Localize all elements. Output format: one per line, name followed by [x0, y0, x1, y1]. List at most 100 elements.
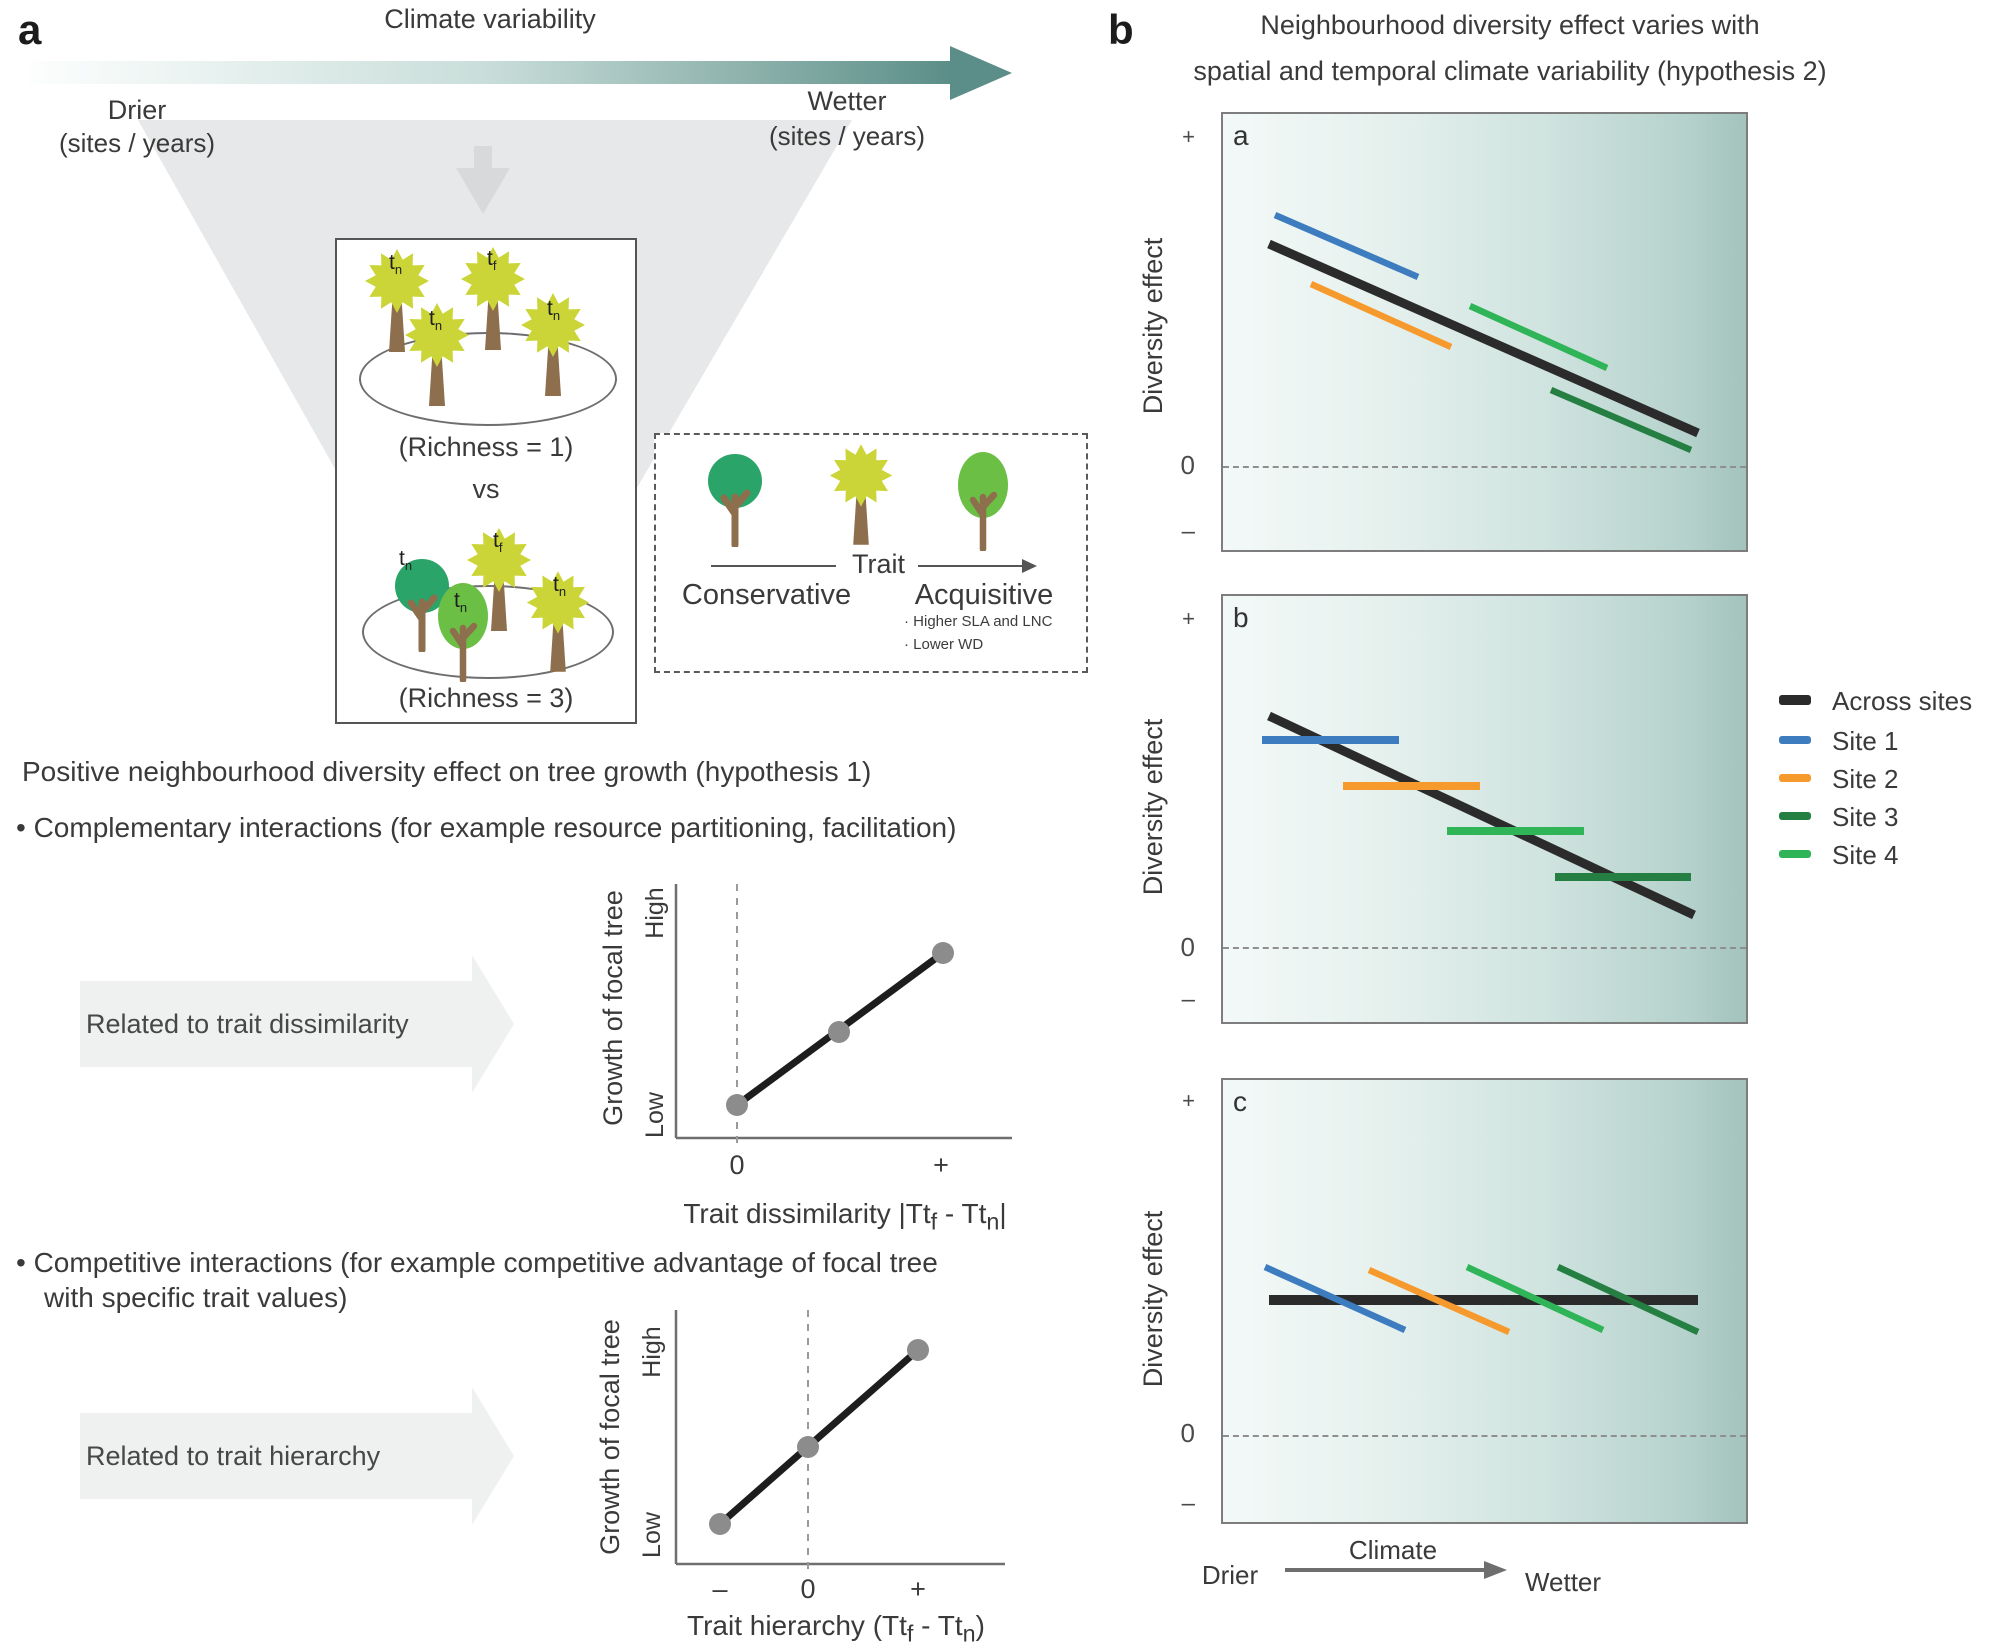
- subplot-b-tick-0: 0: [1180, 932, 1195, 962]
- tree-acquisitive-icon: tf: [459, 524, 539, 634]
- dissimilarity-xlabel: Trait dissimilarity |Ttf - Ttn|: [683, 1198, 1007, 1235]
- dissimilarity-yhigh: High: [640, 887, 669, 939]
- acquisitive-note-2: · Lower WD: [904, 636, 984, 653]
- versus-label: vs: [472, 474, 500, 504]
- richness1-caption: (Richness = 1): [398, 432, 574, 462]
- hierarchy-plot: [674, 1310, 1005, 1572]
- legend-label-site4: Site 4: [1832, 840, 1899, 870]
- subplot-b-lines: [1262, 711, 1696, 920]
- trait-axis-arrowhead-icon: [1022, 559, 1037, 573]
- subplot-c-lines: [1263, 1264, 1700, 1335]
- wetter-label: Wetter: [807, 86, 887, 116]
- panel-b-title-line2: spatial and temporal climate variability…: [1193, 56, 1827, 86]
- trait-axis-line-right: [918, 565, 1024, 567]
- subplot-a-ylabel: Diversity effect: [1137, 237, 1168, 415]
- bullet-competitive-line2: with specific trait values): [44, 1282, 348, 1313]
- tree-acquisitive-icon: tn: [397, 300, 477, 408]
- climate-gradient-bar: [28, 61, 953, 84]
- tree-conservative-icon: [704, 451, 766, 547]
- dissimilarity-tick-plus: +: [933, 1150, 949, 1180]
- tree-label: tn: [429, 307, 443, 334]
- zero-line: [1223, 466, 1746, 468]
- tree-label: tn: [547, 297, 561, 324]
- plot-ellipse-richness3: [362, 585, 614, 679]
- hierarchy-tick-minus: –: [712, 1574, 728, 1604]
- dissimilarity-plot: [674, 884, 1012, 1148]
- subplot-a-tick-plus: +: [1182, 124, 1195, 149]
- dissimilarity-ylow: Low: [640, 1092, 669, 1138]
- tree-acquisitive-icon: tf: [453, 242, 533, 354]
- tree-intermediate-icon: tn: [430, 580, 496, 682]
- subplot-b-tick-plus: +: [1182, 606, 1195, 631]
- tree-acquisitive-icon: tn: [513, 290, 593, 398]
- drier-sublabel: (sites / years): [58, 128, 216, 158]
- climate-axis-arrowhead-icon: [1484, 1561, 1507, 1579]
- acquisitive-label: Acquisitive: [914, 579, 1054, 611]
- subplot-c-tick-plus: +: [1182, 1088, 1195, 1113]
- trait-axis-label: Trait: [852, 549, 905, 579]
- subplot-c-tick-0: 0: [1180, 1418, 1195, 1448]
- hypothesis1-text: Positive neighbourhood diversity effect …: [22, 756, 872, 787]
- subplot-a-tick-0: 0: [1180, 450, 1195, 480]
- trait-box: Trait Conservative Acquisitive · Higher …: [654, 433, 1088, 673]
- dissimilarity-tick-0: 0: [729, 1150, 745, 1180]
- richness-box: tn tn tf tn (Richness = 1) vs tn tf tn: [335, 238, 637, 724]
- tree-acquisitive-icon: [822, 441, 900, 547]
- drier-label: Drier: [107, 95, 167, 125]
- subplot-a-tick-minus: –: [1181, 518, 1195, 545]
- hierarchy-tick-plus: +: [910, 1574, 926, 1604]
- subplot-a: a: [1221, 112, 1748, 552]
- hierarchy-tick-0: 0: [800, 1574, 816, 1604]
- legend-label-site2: Site 2: [1832, 764, 1899, 794]
- richness3-caption: (Richness = 3): [398, 683, 574, 713]
- legend-label-site1: Site 1: [1832, 726, 1899, 756]
- subplot-c-ylabel: Diversity effect: [1137, 1210, 1168, 1388]
- panel-a-label: a: [18, 6, 42, 53]
- climate-gradient-arrowhead-icon: [950, 46, 1012, 100]
- climate-drier-label: Drier: [1201, 1560, 1259, 1590]
- tree-label: tf: [487, 247, 497, 274]
- tree-label: tn: [553, 573, 567, 600]
- subplot-b-corner-label: b: [1233, 602, 1249, 633]
- subplot-a-lines: [1267, 212, 1700, 453]
- legend-swatch-site4: [1779, 850, 1811, 858]
- bullet-competitive-line1: • Competitive interactions (for example …: [16, 1247, 938, 1278]
- tree-intermediate-icon: [950, 449, 1016, 551]
- tree-conservative-icon: tn: [391, 548, 453, 652]
- legend-swatch-across-sites: [1779, 695, 1811, 705]
- zero-line: [1223, 947, 1746, 949]
- panel-b-label: b: [1108, 6, 1134, 53]
- tree-label: tn: [399, 547, 413, 574]
- related-hierarchy-label: Related to trait hierarchy: [86, 1440, 381, 1471]
- climate-axis-line: [1285, 1568, 1485, 1572]
- related-dissimilarity-arrowhead-icon: [472, 955, 514, 1093]
- panel-b-title-line1: Neighbourhood diversity effect varies wi…: [1260, 10, 1760, 40]
- climate-wetter-label: Wetter: [1524, 1567, 1602, 1597]
- subplot-b-ylabel: Diversity effect: [1137, 718, 1168, 896]
- dissimilarity-ylabel: Growth of focal tree: [597, 890, 628, 1126]
- hierarchy-yhigh: High: [637, 1326, 666, 1378]
- trait-axis-line-left: [711, 565, 836, 567]
- legend-swatch-site1: [1779, 736, 1811, 744]
- hierarchy-ylow: Low: [637, 1512, 666, 1558]
- subplot-b: b: [1221, 594, 1748, 1024]
- legend-label-site3: Site 3: [1832, 802, 1899, 832]
- subplot-a-corner-label: a: [1233, 120, 1249, 151]
- conservative-label: Conservative: [681, 579, 852, 611]
- hierarchy-ylabel: Growth of focal tree: [594, 1319, 625, 1555]
- related-hierarchy-arrow: Related to trait hierarchy: [80, 1413, 472, 1499]
- subplot-c-tick-minus: –: [1181, 1490, 1195, 1517]
- tree-acquisitive-icon: tn: [357, 246, 437, 354]
- tree-label: tf: [493, 529, 503, 556]
- subplot-c: c: [1221, 1078, 1748, 1524]
- tree-label: tn: [389, 251, 403, 278]
- bullet-complementary: • Complementary interactions (for exampl…: [16, 812, 957, 843]
- legend-label-across-sites: Across sites: [1832, 686, 1973, 716]
- related-hierarchy-arrowhead-icon: [472, 1387, 514, 1525]
- related-dissimilarity-arrow: Related to trait dissimilarity: [80, 981, 472, 1067]
- climate-axis-label: Climate: [1348, 1535, 1438, 1565]
- climate-variability-title: Climate variability: [384, 4, 596, 34]
- wetter-sublabel: (sites / years): [768, 121, 926, 151]
- zero-line: [1223, 1435, 1746, 1437]
